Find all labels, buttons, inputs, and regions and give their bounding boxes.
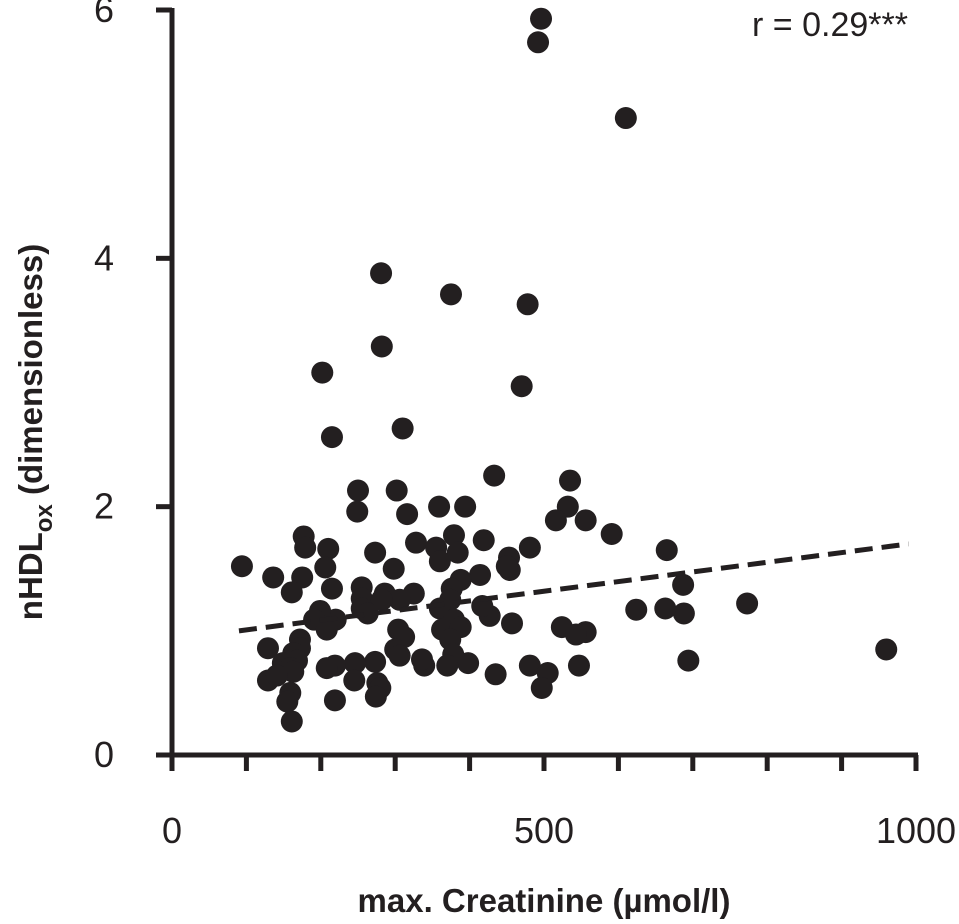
point: [501, 612, 524, 635]
point: [315, 657, 338, 680]
point: [600, 522, 623, 545]
point: [436, 654, 459, 677]
point: [614, 107, 637, 130]
point: [672, 602, 695, 625]
y-axis-title-sub: ox: [31, 504, 58, 533]
point: [311, 361, 334, 384]
point: [483, 464, 506, 487]
point: [323, 689, 346, 712]
point: [391, 417, 414, 440]
point: [484, 663, 507, 686]
point: [410, 648, 433, 671]
point: [396, 503, 419, 526]
point: [317, 537, 340, 560]
y-axis-title-main: nHDL: [12, 532, 49, 620]
point: [364, 650, 387, 673]
point: [294, 536, 317, 559]
y-axis-title: nHDLox (dimensionless): [12, 244, 58, 620]
point: [388, 588, 411, 611]
point: [677, 649, 700, 672]
point: [282, 660, 305, 683]
point: [364, 541, 387, 564]
point: [262, 566, 285, 589]
point: [567, 654, 590, 677]
point: [440, 283, 462, 306]
point: [347, 479, 369, 502]
point: [672, 573, 695, 596]
point: [364, 685, 387, 708]
point: [446, 541, 469, 564]
point: [530, 7, 553, 30]
point: [382, 557, 405, 580]
point: [516, 293, 539, 316]
x-axis-title: max. Creatinine (µmol/l): [358, 882, 731, 919]
point: [472, 529, 495, 552]
point: [276, 690, 299, 713]
x-tick-label: 1000: [876, 810, 956, 851]
point: [344, 652, 367, 675]
point: [518, 654, 541, 677]
y-tick-label: 6: [94, 0, 114, 30]
point: [574, 509, 597, 532]
point: [280, 581, 303, 604]
point: [370, 588, 393, 611]
point: [280, 710, 303, 733]
point: [544, 509, 567, 532]
point: [320, 426, 343, 449]
x-tick-label: 500: [514, 810, 574, 851]
point: [314, 556, 337, 579]
y-tick-label: 2: [94, 486, 114, 527]
point: [385, 479, 408, 502]
point: [625, 598, 648, 621]
point: [510, 375, 533, 398]
trend-line: [238, 541, 909, 634]
point: [530, 676, 553, 699]
point: [875, 638, 898, 661]
point: [469, 563, 492, 586]
point: [736, 592, 759, 615]
y-axis-title-rest: (dimensionless): [12, 244, 49, 504]
point: [454, 495, 477, 518]
point: [370, 335, 393, 358]
point: [655, 539, 678, 562]
point: [265, 664, 288, 687]
y-tick-label: 0: [94, 734, 114, 775]
point: [370, 262, 393, 285]
point: [315, 618, 338, 641]
point: [356, 602, 379, 625]
point: [564, 623, 587, 646]
point: [346, 500, 369, 523]
point: [527, 31, 550, 54]
point: [654, 597, 677, 620]
point: [230, 555, 253, 578]
point: [428, 550, 451, 573]
point: [495, 555, 518, 578]
point: [320, 577, 343, 600]
y-tick-label: 4: [94, 237, 114, 278]
point: [518, 536, 541, 559]
point: [428, 495, 451, 518]
point: [388, 644, 411, 667]
x-tick-label: 0: [162, 810, 182, 851]
point: [343, 669, 366, 692]
point: [442, 524, 465, 547]
point: [405, 531, 428, 554]
annotation: r = 0.29***: [752, 6, 908, 44]
point: [559, 469, 582, 492]
point: [256, 637, 279, 660]
